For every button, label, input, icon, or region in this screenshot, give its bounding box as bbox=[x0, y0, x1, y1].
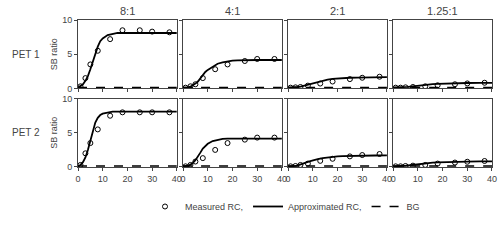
svg-text:0: 0 bbox=[67, 162, 72, 172]
svg-text:10: 10 bbox=[413, 174, 423, 184]
svg-text:4:1: 4:1 bbox=[225, 5, 240, 17]
svg-text:10: 10 bbox=[98, 174, 108, 184]
svg-text:30: 30 bbox=[252, 174, 262, 184]
svg-text:40: 40 bbox=[277, 174, 287, 184]
svg-text:1.25:1: 1.25:1 bbox=[427, 5, 458, 17]
svg-text:10: 10 bbox=[62, 15, 72, 25]
svg-text:30: 30 bbox=[357, 174, 367, 184]
svg-text:40: 40 bbox=[487, 174, 497, 184]
svg-text:10: 10 bbox=[62, 94, 72, 104]
svg-text:5: 5 bbox=[67, 128, 72, 138]
svg-text:20: 20 bbox=[122, 174, 132, 184]
svg-text:5: 5 bbox=[67, 49, 72, 59]
svg-text:PET 2: PET 2 bbox=[12, 127, 40, 138]
svg-text:Measured RC,: Measured RC, bbox=[185, 202, 243, 212]
svg-text:20: 20 bbox=[227, 174, 237, 184]
svg-text:8:1: 8:1 bbox=[120, 5, 135, 17]
svg-text:10: 10 bbox=[203, 174, 213, 184]
svg-text:Approximated RC,: Approximated RC, bbox=[288, 202, 362, 212]
svg-text:30: 30 bbox=[462, 174, 472, 184]
svg-text:BG: BG bbox=[407, 202, 420, 212]
svg-text:0: 0 bbox=[391, 174, 396, 184]
svg-text:30: 30 bbox=[147, 174, 157, 184]
svg-text:0: 0 bbox=[75, 174, 80, 184]
svg-text:10: 10 bbox=[308, 174, 318, 184]
svg-text:2:1: 2:1 bbox=[330, 5, 345, 17]
svg-text:0: 0 bbox=[67, 84, 72, 94]
svg-text:SB ratio: SB ratio bbox=[49, 117, 59, 149]
svg-text:PET 1: PET 1 bbox=[12, 49, 40, 60]
svg-text:40: 40 bbox=[382, 174, 392, 184]
svg-text:0: 0 bbox=[181, 174, 186, 184]
svg-text:20: 20 bbox=[333, 174, 343, 184]
svg-text:0: 0 bbox=[286, 174, 291, 184]
svg-text:20: 20 bbox=[438, 174, 448, 184]
svg-text:SB ratio: SB ratio bbox=[49, 38, 59, 70]
svg-text:40: 40 bbox=[172, 174, 182, 184]
